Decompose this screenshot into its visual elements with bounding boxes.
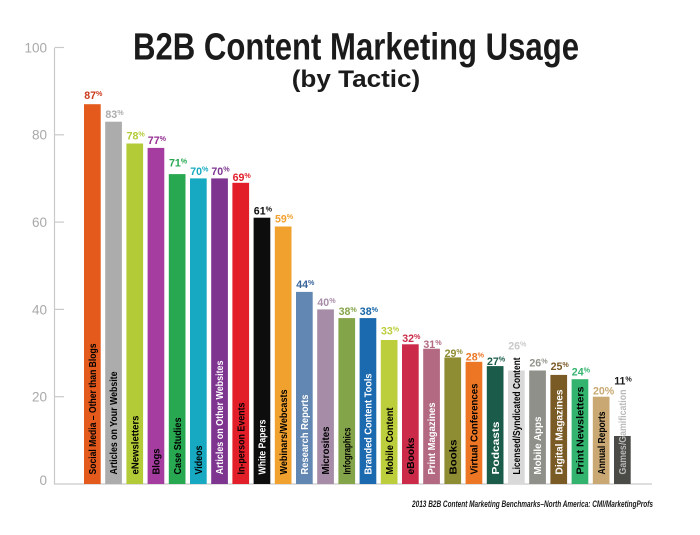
svg-text:20: 20 [32, 390, 47, 405]
svg-text:Social Media – Other than Blog: Social Media – Other than Blogs [87, 343, 99, 474]
svg-text:Branded Content Tools: Branded Content Tools [363, 373, 375, 474]
svg-text:Blogs: Blogs [151, 448, 163, 474]
svg-text:Books: Books [447, 439, 459, 474]
svg-text:Case Studies: Case Studies [172, 417, 184, 474]
svg-text:Articles on Other Websites: Articles on Other Websites [214, 360, 226, 474]
svg-text:80: 80 [32, 128, 47, 143]
svg-text:40: 40 [32, 302, 47, 317]
svg-text:Research Reports: Research Reports [299, 394, 311, 474]
svg-text:In-person Events: In-person Events [235, 402, 247, 474]
svg-text:Annual Reports: Annual Reports [596, 411, 608, 474]
svg-text:Videos: Videos [193, 445, 205, 474]
svg-text:2013 B2B Content Marketing Ben: 2013 B2B Content Marketing Benchmarks–No… [411, 499, 653, 510]
svg-text:100: 100 [24, 40, 47, 55]
svg-text:Digital Magazines: Digital Magazines [553, 389, 565, 474]
svg-text:B2B Content Marketing Usage: B2B Content Marketing Usage [133, 27, 579, 69]
svg-text:Podcasts: Podcasts [490, 421, 502, 474]
svg-text:0: 0 [39, 473, 47, 488]
svg-text:Licensed/Syndicated Content: Licensed/Syndicated Content [511, 357, 523, 474]
svg-text:Print Newsletters: Print Newsletters [575, 386, 587, 474]
svg-text:Virtual Conferences: Virtual Conferences [469, 383, 481, 474]
svg-text:eBooks: eBooks [405, 437, 417, 474]
svg-text:20%: 20% [593, 386, 615, 398]
svg-text:Infographics: Infographics [341, 427, 353, 474]
svg-text:eNewsletters: eNewsletters [129, 415, 141, 474]
svg-text:Games/Gamification: Games/Gamification [617, 390, 629, 475]
svg-text:Mobile Content: Mobile Content [384, 407, 396, 474]
svg-text:60: 60 [32, 215, 47, 230]
svg-text:White Papers: White Papers [257, 419, 269, 474]
svg-text:(by Tactic): (by Tactic) [292, 66, 421, 93]
svg-text:Mobile Apps: Mobile Apps [532, 416, 544, 474]
svg-text:Microsites: Microsites [320, 426, 332, 474]
svg-text:Print Magazines: Print Magazines [426, 402, 438, 474]
svg-text:Articles on Your Website: Articles on Your Website [108, 371, 120, 474]
svg-text:Webinars/Webcasts: Webinars/Webcasts [278, 389, 290, 474]
